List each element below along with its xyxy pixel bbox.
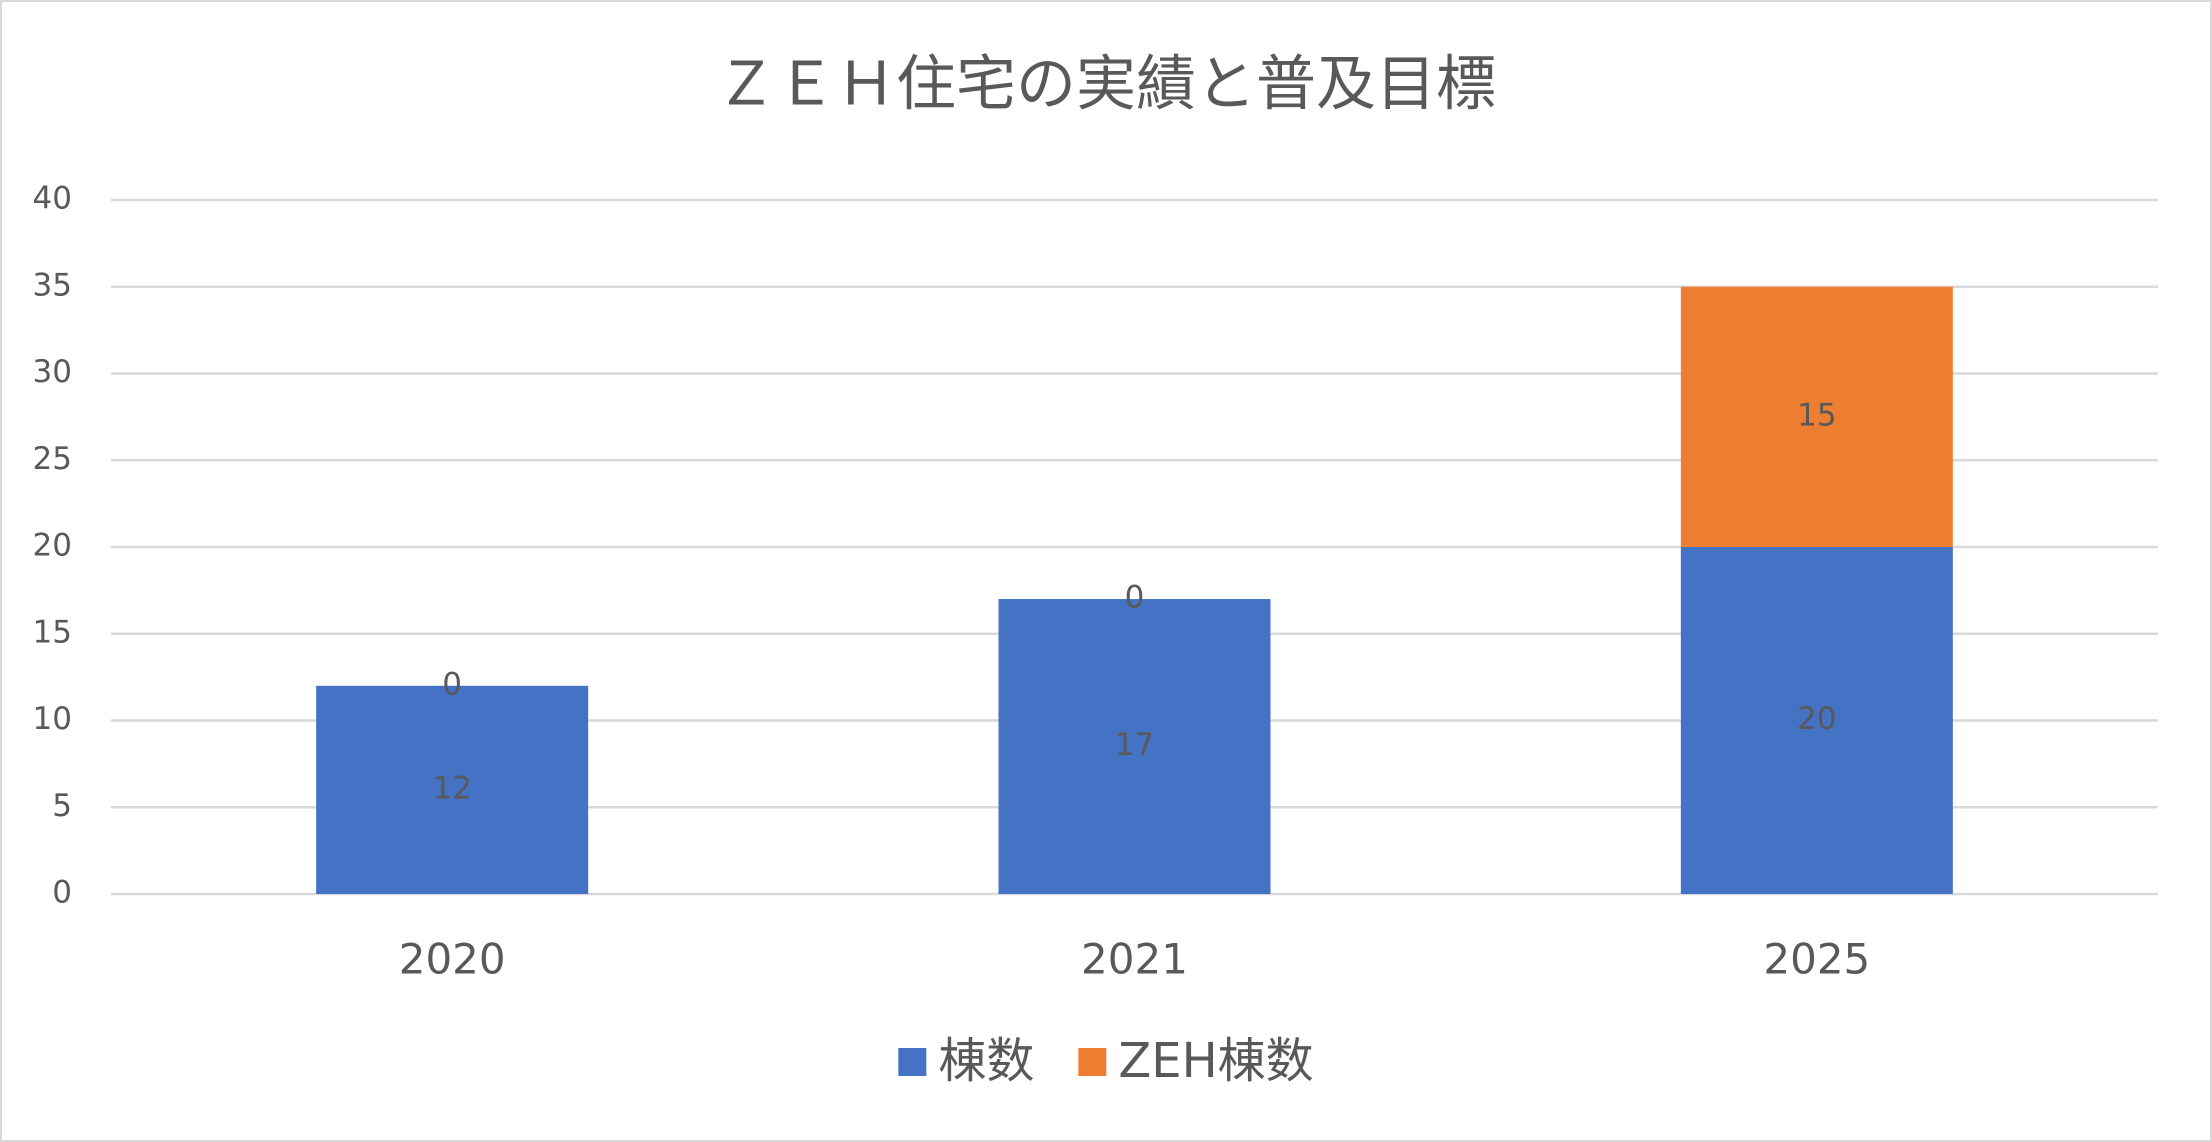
- legend-label: ZEH棟数: [1118, 1033, 1313, 1089]
- y-tick-label: 40: [33, 181, 72, 217]
- y-tick-label: 5: [52, 788, 72, 824]
- data-label: 0: [1125, 580, 1145, 616]
- bar-segment: [1680, 547, 1953, 894]
- data-label: 20: [1797, 701, 1836, 737]
- x-tick-label: 2020: [399, 935, 506, 984]
- legend: 棟数 ZEH棟数: [898, 1033, 1314, 1089]
- bar-segment: [316, 685, 589, 894]
- y-tick-label: 25: [33, 441, 72, 477]
- y-tick-label: 30: [33, 354, 72, 390]
- data-label: 0: [442, 666, 462, 702]
- y-tick-label: 35: [33, 267, 72, 303]
- y-tick-label: 10: [33, 701, 72, 737]
- chart-title: ＺＥＨ住宅の実績と普及目標: [716, 50, 1496, 120]
- legend-swatch: [898, 1048, 927, 1076]
- bar-segment: [1680, 286, 1953, 547]
- bar-segment: [998, 599, 1271, 894]
- data-label: 17: [1115, 727, 1154, 763]
- x-tick-label: 2025: [1763, 935, 1870, 984]
- y-tick-label: 15: [33, 614, 72, 650]
- data-label: 12: [432, 770, 471, 806]
- legend-label: 棟数: [938, 1033, 1034, 1089]
- y-tick-label: 20: [33, 528, 72, 564]
- x-tick-label: 2021: [1081, 935, 1188, 984]
- y-tick-label: 0: [52, 875, 72, 911]
- data-label: 15: [1797, 397, 1836, 433]
- legend-swatch: [1078, 1048, 1107, 1076]
